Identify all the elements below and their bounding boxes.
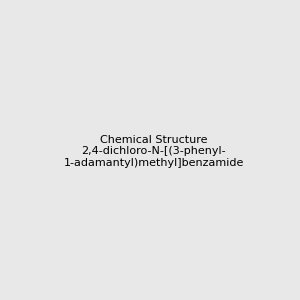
Text: Chemical Structure
2,4-dichloro-N-[(3-phenyl-
1-adamantyl)methyl]benzamide: Chemical Structure 2,4-dichloro-N-[(3-ph… <box>64 135 244 168</box>
